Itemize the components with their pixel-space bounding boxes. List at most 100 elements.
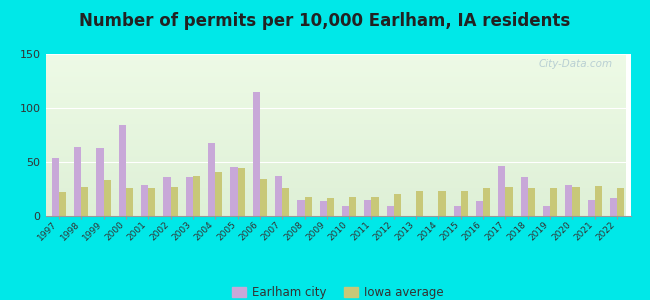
Bar	[46, 160, 626, 161]
Bar	[588, 200, 595, 216]
Bar	[46, 208, 626, 209]
Bar	[46, 76, 626, 77]
Bar	[46, 165, 626, 166]
Bar	[46, 88, 626, 89]
Bar	[46, 192, 626, 193]
Bar	[46, 154, 626, 155]
Bar	[46, 184, 626, 185]
Bar	[46, 210, 626, 211]
Bar	[46, 54, 626, 55]
Bar	[521, 177, 528, 216]
Bar	[46, 130, 626, 131]
Bar	[595, 186, 602, 216]
Bar	[46, 159, 626, 160]
Bar	[46, 79, 626, 80]
Bar	[46, 72, 626, 73]
Bar	[46, 90, 626, 91]
Bar	[46, 107, 626, 108]
Bar	[186, 177, 193, 216]
Bar	[96, 148, 103, 216]
Bar	[46, 99, 626, 100]
Bar	[46, 75, 626, 76]
Bar	[439, 191, 446, 216]
Bar	[46, 111, 626, 112]
Text: Number of permits per 10,000 Earlham, IA residents: Number of permits per 10,000 Earlham, IA…	[79, 12, 571, 30]
Bar	[46, 59, 626, 60]
Bar	[349, 196, 356, 216]
Bar	[46, 110, 626, 111]
Bar	[46, 202, 626, 203]
Bar	[46, 83, 626, 84]
Bar	[46, 183, 626, 184]
Bar	[365, 200, 372, 216]
Bar	[46, 167, 626, 168]
Bar	[46, 119, 626, 120]
Bar	[46, 69, 626, 70]
Bar	[46, 98, 626, 99]
Bar	[483, 188, 490, 216]
Bar	[46, 56, 626, 57]
Bar	[617, 188, 624, 216]
Bar	[46, 95, 626, 96]
Bar	[46, 128, 626, 129]
Text: City-Data.com: City-Data.com	[539, 59, 613, 69]
Bar	[46, 175, 626, 176]
Bar	[46, 177, 626, 178]
Bar	[46, 101, 626, 102]
Bar	[126, 188, 133, 216]
Bar	[46, 85, 626, 86]
Bar	[46, 123, 626, 124]
Bar	[119, 125, 126, 216]
Bar	[372, 196, 379, 216]
Bar	[46, 153, 626, 154]
Bar	[46, 66, 626, 67]
Legend: Earlham city, Iowa average: Earlham city, Iowa average	[227, 282, 448, 300]
Bar	[342, 206, 349, 216]
Bar	[46, 211, 626, 212]
Bar	[46, 140, 626, 141]
Bar	[528, 188, 535, 216]
Bar	[46, 62, 626, 63]
Bar	[46, 136, 626, 137]
Bar	[46, 182, 626, 183]
Bar	[327, 198, 334, 216]
Bar	[46, 172, 626, 173]
Bar	[148, 188, 155, 216]
Bar	[260, 179, 267, 216]
Bar	[46, 207, 626, 208]
Bar	[46, 58, 626, 59]
Bar	[46, 114, 626, 115]
Bar	[208, 142, 215, 216]
Bar	[46, 193, 626, 194]
Bar	[46, 57, 626, 58]
Bar	[215, 172, 222, 216]
Bar	[46, 149, 626, 150]
Bar	[46, 92, 626, 93]
Bar	[46, 203, 626, 204]
Bar	[237, 169, 244, 216]
Bar	[46, 170, 626, 171]
Bar	[46, 102, 626, 103]
Bar	[46, 63, 626, 64]
Bar	[46, 150, 626, 151]
Bar	[46, 129, 626, 130]
Bar	[59, 192, 66, 216]
Bar	[46, 164, 626, 165]
Bar	[46, 89, 626, 90]
Bar	[46, 195, 626, 196]
Bar	[46, 86, 626, 87]
Bar	[320, 201, 327, 216]
Bar	[46, 82, 626, 83]
Bar	[103, 180, 111, 216]
Bar	[46, 180, 626, 181]
Bar	[46, 144, 626, 145]
Bar	[46, 198, 626, 199]
Bar	[46, 81, 626, 82]
Bar	[573, 187, 580, 216]
Bar	[46, 122, 626, 123]
Bar	[46, 168, 626, 169]
Bar	[46, 78, 626, 79]
Bar	[46, 71, 626, 72]
Bar	[46, 104, 626, 105]
Bar	[46, 113, 626, 114]
